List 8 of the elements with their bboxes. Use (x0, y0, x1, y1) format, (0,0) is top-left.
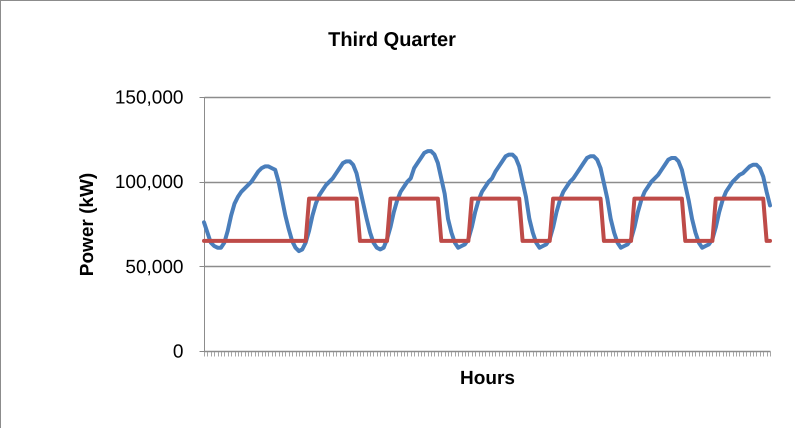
chart-title: Third Quarter (328, 29, 456, 51)
y-tick-label: 150,000 (114, 88, 184, 108)
line-series (202, 149, 772, 254)
y-tick-label: 100,000 (114, 172, 184, 194)
y-tick-label: 50,000 (125, 256, 184, 278)
x-axis-title: Hours (460, 368, 515, 389)
y-axis-title: Power (kW) (76, 172, 98, 276)
y-tick-label: 0 (172, 342, 184, 362)
